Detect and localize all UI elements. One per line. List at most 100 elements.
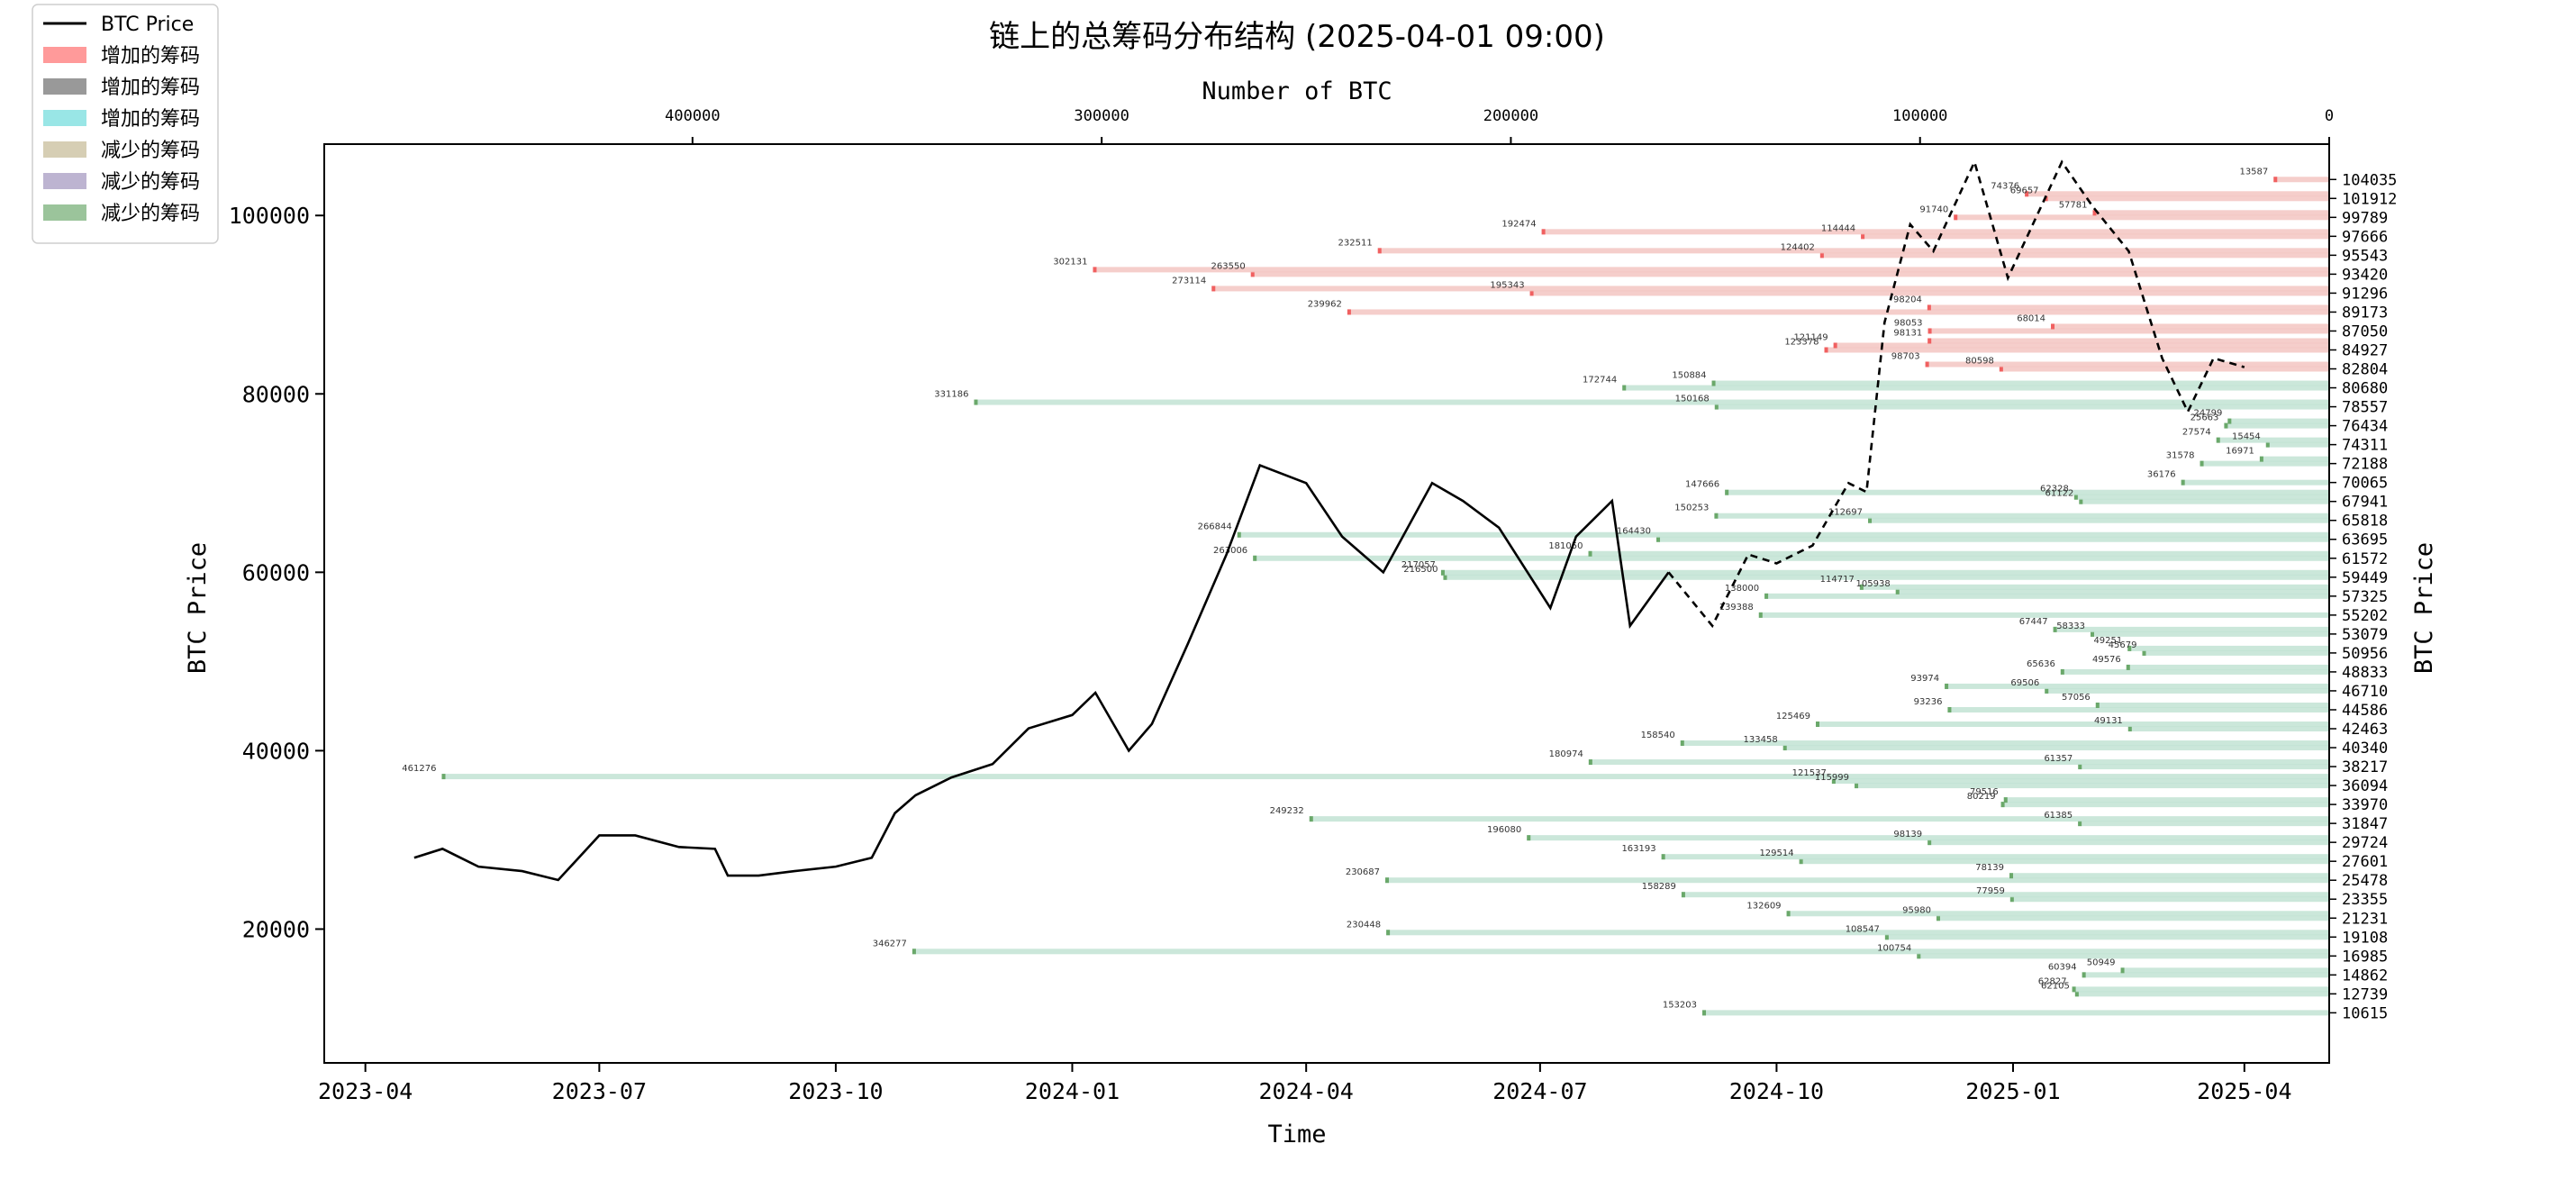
distribution-bar-label: 216500 — [1403, 565, 1438, 575]
distribution-bar-start — [1443, 574, 1447, 580]
distribution-bar — [2051, 323, 2329, 330]
right-tick-label: 74311 — [2342, 437, 2388, 455]
distribution-bar-label: 80598 — [1965, 357, 1994, 367]
distribution-bar-start — [912, 948, 916, 955]
distribution-bar-start — [2051, 323, 2055, 330]
distribution-bar — [1385, 877, 2329, 884]
distribution-bar — [2025, 191, 2329, 197]
distribution-bar-label: 74376 — [1991, 181, 2019, 191]
distribution-bar-start — [2259, 456, 2263, 462]
distribution-bar — [2127, 645, 2329, 651]
legend-patch-swatch — [43, 110, 86, 126]
distribution-bar — [1250, 271, 2329, 277]
distribution-bar-label: 62827 — [2038, 976, 2067, 986]
distribution-bar-start — [1868, 517, 1873, 523]
right-tick-label: 25478 — [2342, 872, 2388, 890]
x-tick-label: 2023-07 — [552, 1078, 647, 1104]
distribution-bar-label: 60394 — [2048, 962, 2077, 972]
distribution-bar — [2053, 626, 2329, 632]
right-tick-label: 10615 — [2342, 1004, 2388, 1022]
distribution-bar-label: 62105 — [2041, 981, 2070, 991]
distribution-bar — [2074, 991, 2329, 997]
distribution-bar-label: 158289 — [1642, 882, 1676, 892]
distribution-bar — [1622, 385, 2329, 391]
distribution-bar-label: 36176 — [2147, 470, 2176, 480]
distribution-bar-label: 266844 — [1198, 522, 1232, 532]
distribution-bar-start — [1529, 290, 1534, 296]
distribution-bar-start — [1786, 911, 1791, 917]
distribution-bar-label: 129514 — [1759, 849, 1793, 858]
distribution-bar-label: 164430 — [1617, 527, 1651, 537]
right-tick-label: 61572 — [2342, 550, 2388, 568]
distribution-bar-start — [1541, 229, 1546, 235]
distribution-bar — [2091, 631, 2329, 637]
distribution-bar-start — [1681, 892, 1685, 898]
distribution-bar-start — [1927, 840, 1932, 846]
distribution-bar — [1927, 328, 2329, 334]
price-line-solid — [413, 463, 1670, 882]
distribution-bar — [2082, 972, 2329, 978]
distribution-bar — [1386, 930, 2329, 936]
distribution-bar-start — [1758, 612, 1763, 618]
distribution-bar-label: 27574 — [2182, 428, 2211, 438]
distribution-bar — [1927, 338, 2329, 344]
distribution-bar — [1443, 574, 2329, 580]
distribution-bar-label: 13587 — [2239, 167, 2268, 177]
distribution-bar-label: 163193 — [1621, 844, 1655, 854]
distribution-bar-label: 79516 — [1970, 787, 1999, 797]
distribution-bar — [2009, 873, 2329, 879]
distribution-bar — [1714, 404, 2329, 410]
distribution-bar-label: 121149 — [1793, 332, 1828, 342]
distribution-bar-start — [1855, 783, 1859, 789]
right-tick-label: 99789 — [2342, 209, 2388, 227]
distribution-bar-label: 230687 — [1346, 867, 1380, 877]
right-tick-label: 93420 — [2342, 266, 2388, 284]
distribution-bar-label: 69657 — [2010, 186, 2039, 195]
price-line — [413, 159, 2245, 882]
distribution-bar-label: 68014 — [2017, 313, 2045, 323]
distribution-bar-start — [1211, 286, 1216, 292]
right-tick-label: 19108 — [2342, 929, 2388, 947]
distribution-bar — [1868, 517, 2329, 523]
distribution-bar-start — [2003, 797, 2008, 803]
right-tick-label: 101912 — [2342, 190, 2397, 208]
distribution-bar-start — [1816, 722, 1820, 728]
distribution-bar-start — [1656, 536, 1661, 542]
distribution-bar — [2045, 687, 2329, 694]
distribution-bar-label: 133458 — [1744, 735, 1778, 745]
distribution-bar — [912, 948, 2329, 955]
distribution-bar-label: 95980 — [1902, 905, 1931, 915]
distribution-bar-label: 230448 — [1347, 920, 1381, 930]
right-tick-label: 48833 — [2342, 664, 2388, 682]
top-tick-label: 400000 — [665, 107, 720, 125]
right-tick-label: 80680 — [2342, 380, 2388, 398]
distribution-bar — [1529, 290, 2329, 296]
distribution-bar-start — [1714, 404, 1719, 410]
distribution-bar-label: 98131 — [1893, 328, 1922, 338]
distribution-bar-label: 69506 — [2010, 678, 2039, 688]
distribution-bar — [2078, 821, 2329, 827]
distribution-bar-label: 346277 — [873, 939, 907, 948]
distribution-bar-label: 98703 — [1891, 352, 1920, 362]
distribution-bar-start — [1999, 366, 2003, 372]
price-line-dashed — [1667, 159, 2245, 629]
distribution-bar-start — [2227, 418, 2232, 424]
distribution-bar — [1253, 555, 2329, 561]
distribution-bar — [1859, 584, 2329, 590]
right-tick-label: 72188 — [2342, 456, 2388, 474]
distribution-bar-start — [1782, 745, 1787, 751]
legend-label: 增加的筹码 — [101, 108, 200, 131]
distribution-bar-label: 67447 — [2019, 617, 2048, 627]
distribution-bar-start — [1917, 953, 1921, 959]
distribution-bar-start — [1947, 706, 1952, 712]
distribution-bar — [1588, 759, 2329, 766]
distribution-bar-label: 114717 — [1820, 575, 1855, 585]
distribution-bar-label: 61122 — [2045, 489, 2074, 499]
x-axis-label: Time — [1267, 1121, 1326, 1148]
distribution-bar — [1816, 722, 2329, 728]
distribution-bar-start — [2265, 441, 2270, 448]
right-tick-label: 59449 — [2342, 569, 2388, 587]
right-tick-label: 16985 — [2342, 948, 2388, 966]
right-tick-label: 31847 — [2342, 815, 2388, 833]
